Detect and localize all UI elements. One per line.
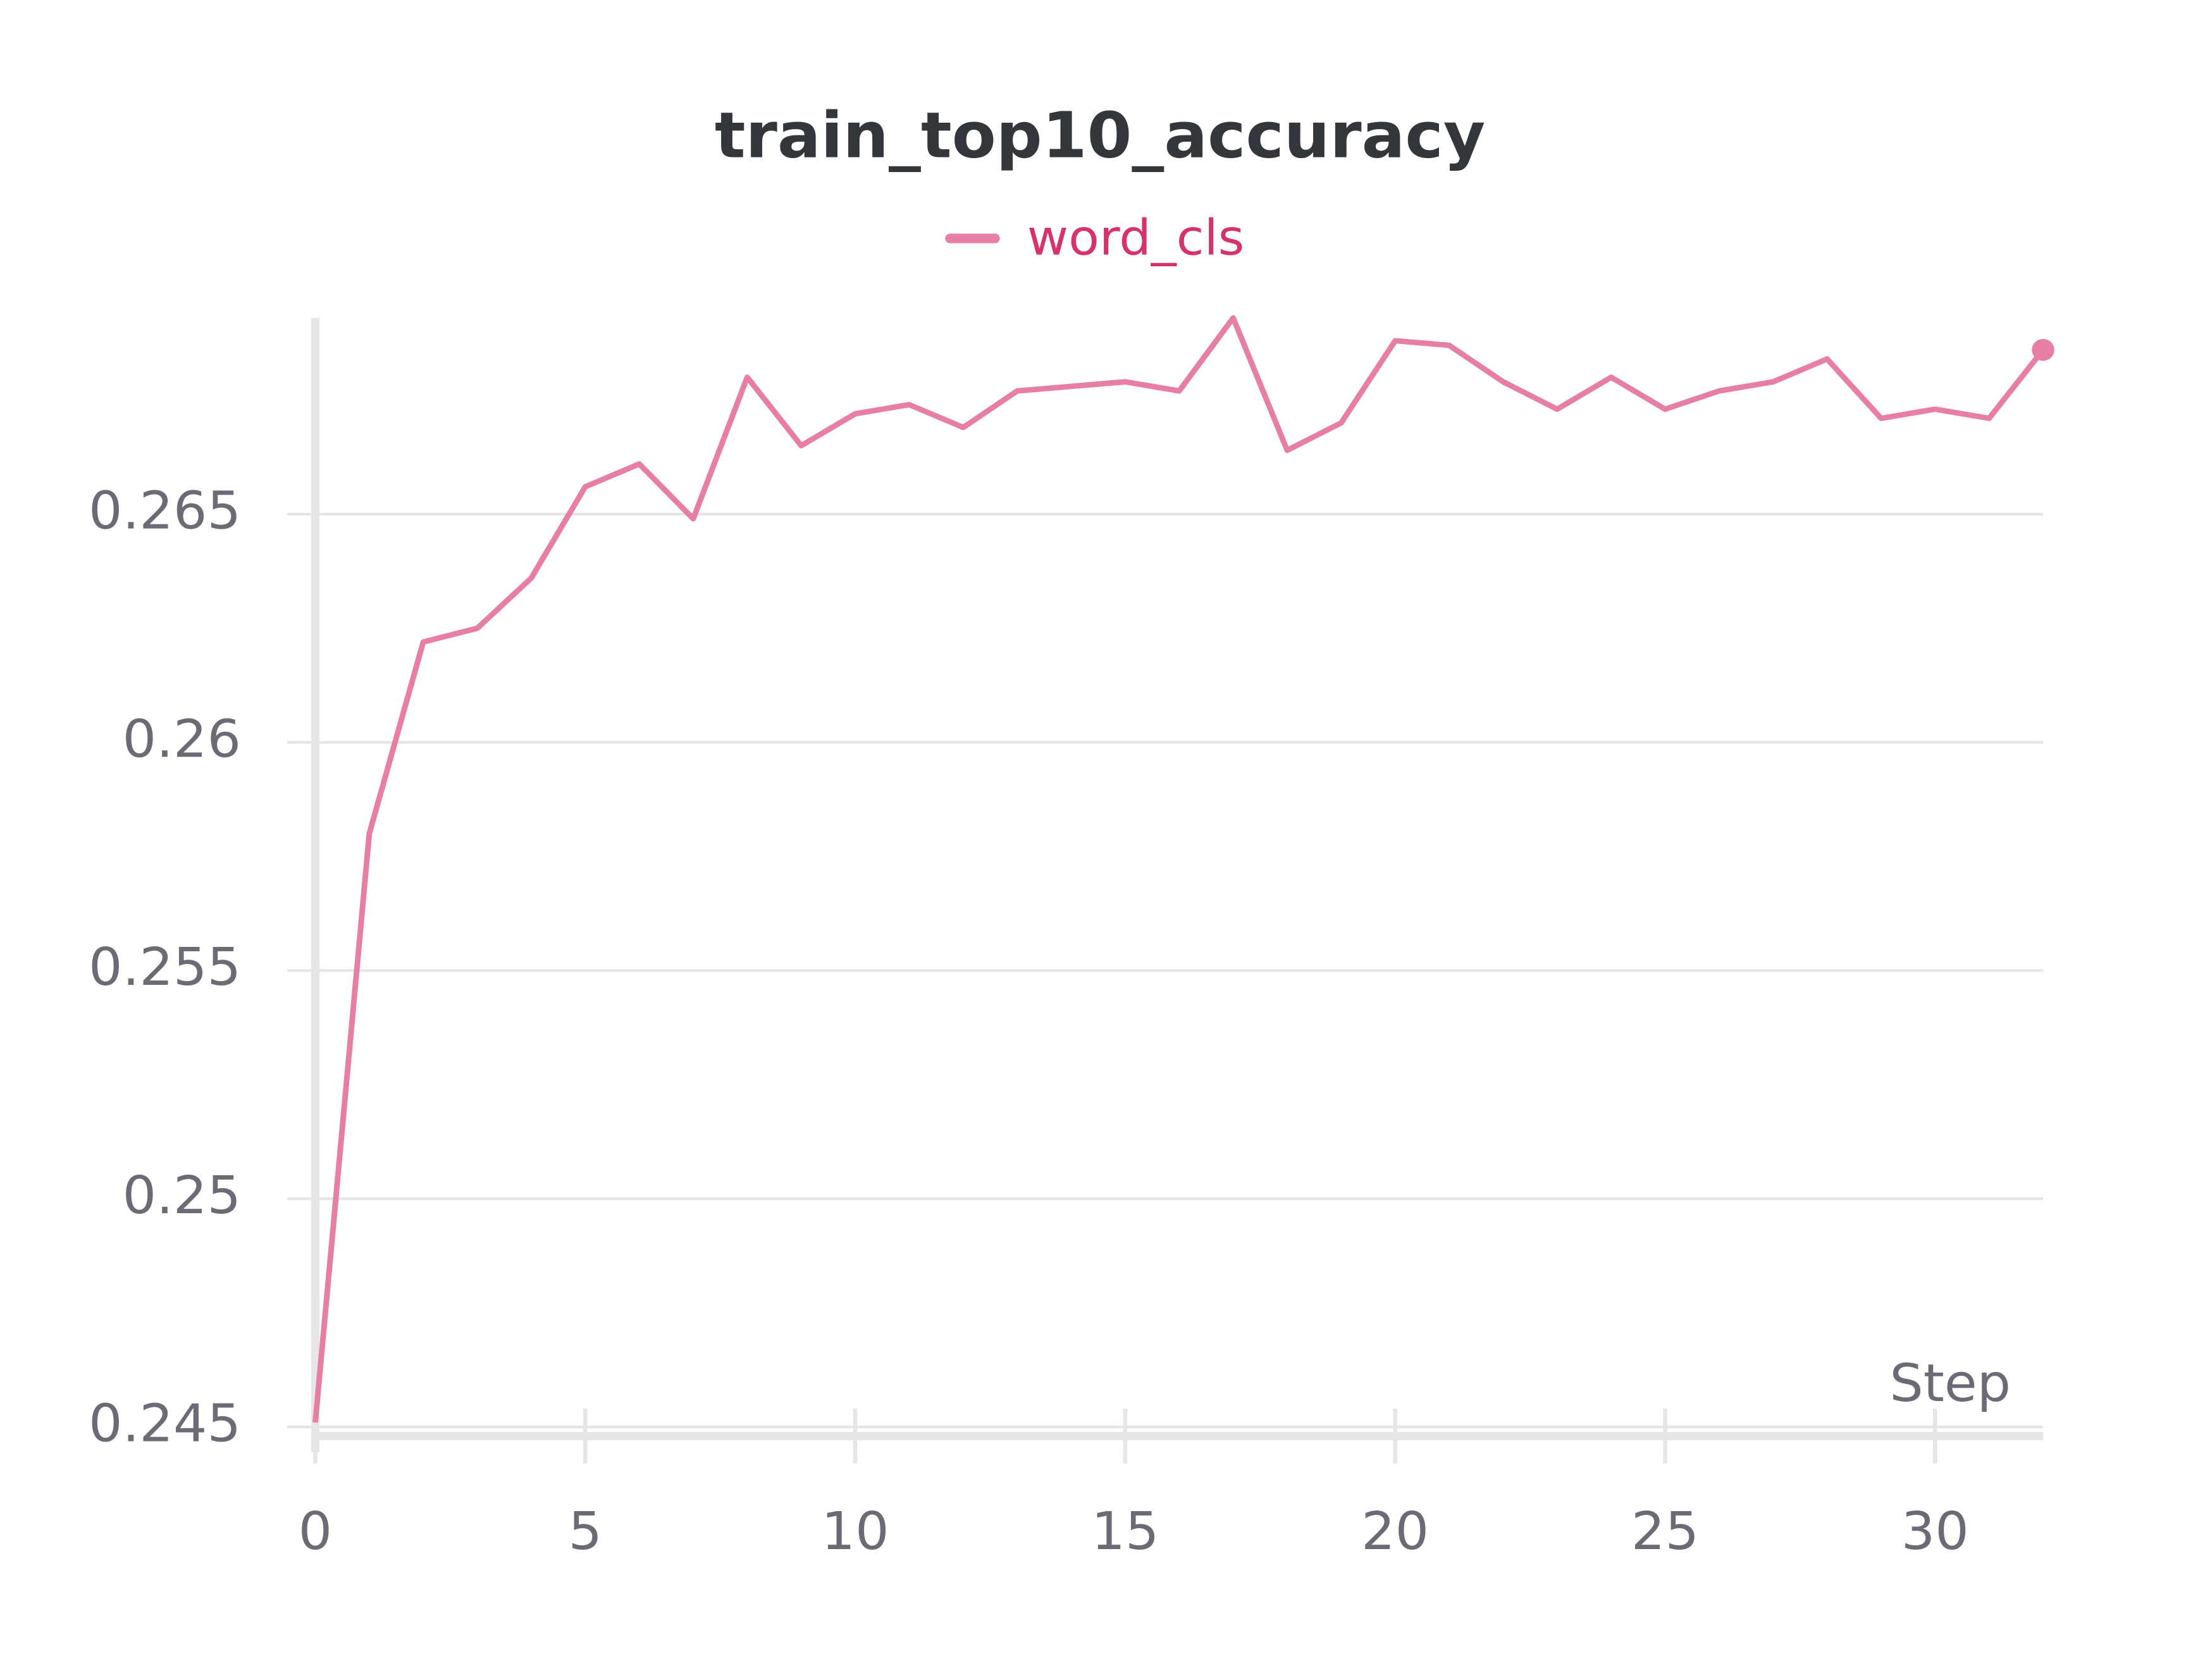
x-tick-label: 30 xyxy=(1901,1501,1969,1562)
x-tick-label: 10 xyxy=(822,1501,889,1562)
x-tick-label: 15 xyxy=(1091,1501,1159,1562)
line xyxy=(312,315,2046,1423)
y-tick-label: 0.25 xyxy=(123,1165,241,1226)
x-tick-label: 20 xyxy=(1361,1501,1429,1562)
legend-label: word_cls xyxy=(1027,209,1244,266)
y-tick-label: 0.265 xyxy=(89,480,241,541)
chart-title: train_top10_accuracy xyxy=(715,99,1485,173)
y-tick-label: 0.26 xyxy=(123,708,241,769)
x-axis-label: Step xyxy=(1889,1353,2011,1414)
x-tick-label: 0 xyxy=(299,1501,333,1562)
x-tick-label: 5 xyxy=(568,1501,602,1562)
x-tick-label: 25 xyxy=(1631,1501,1699,1562)
end-point xyxy=(2032,338,2054,361)
y-tick-label: 0.245 xyxy=(89,1393,241,1454)
y-tick-label: 0.255 xyxy=(89,937,241,998)
